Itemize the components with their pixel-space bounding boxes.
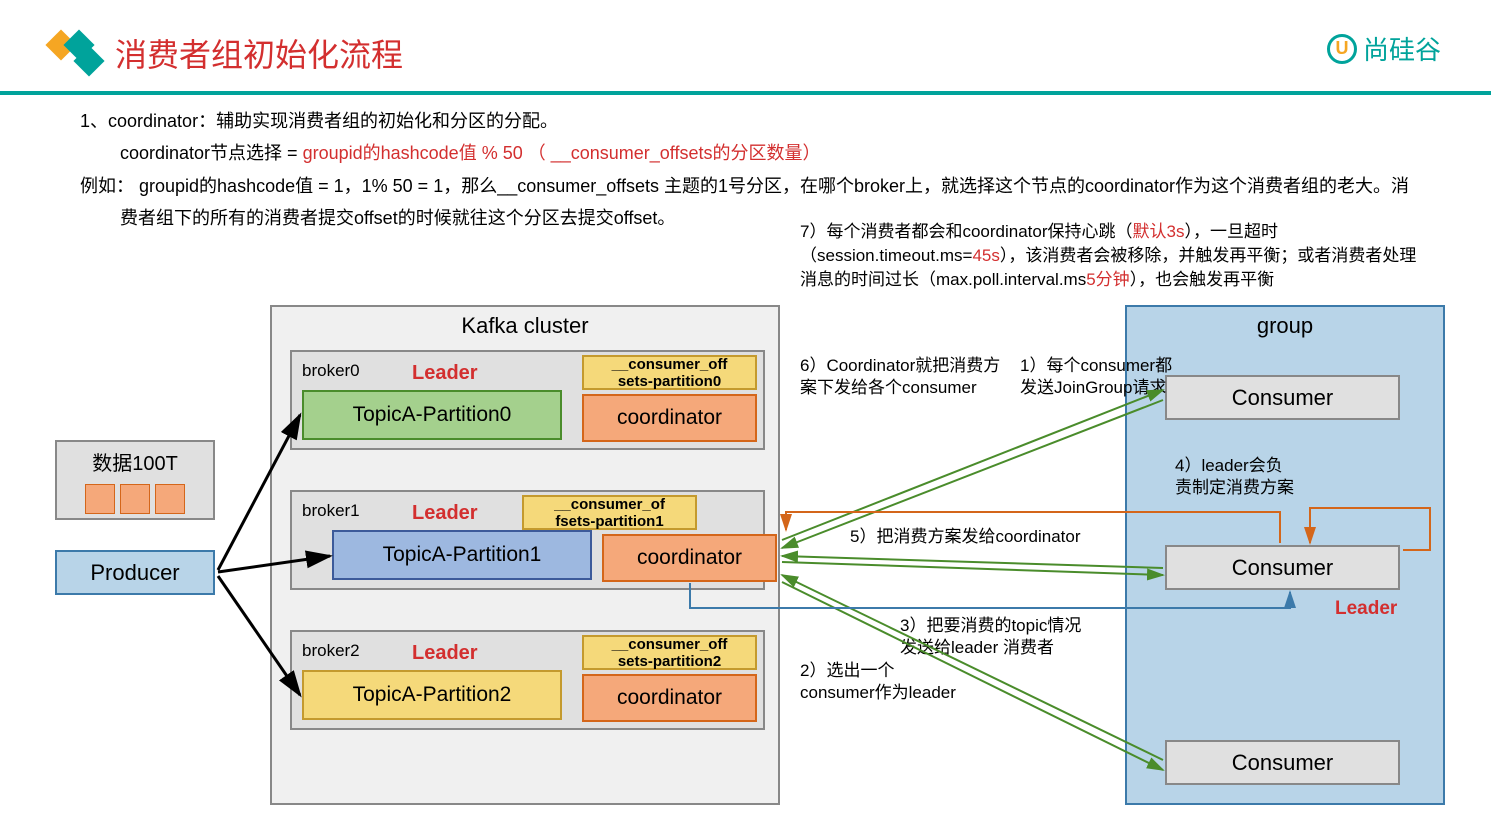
step1: 1）每个consumer都 发送JoinGroup请求: [1020, 355, 1172, 399]
step6: 6）Coordinator就把消费方 案下发给各个consumer: [800, 355, 1000, 399]
page-title: 消费者组初始化流程: [115, 30, 403, 76]
consumer-leader-label: Leader: [1335, 597, 1397, 622]
broker1-leader: Leader: [412, 500, 478, 526]
intro-line2: coordinator节点选择 = groupid的hashcode值 % 50…: [80, 137, 1411, 169]
consumer-3: Consumer: [1165, 740, 1400, 785]
broker1-partition: TopicA-Partition1: [332, 530, 592, 580]
broker0-partition: TopicA-Partition0: [302, 390, 562, 440]
broker0: broker0 Leader TopicA-Partition0 __consu…: [290, 350, 765, 450]
broker2-coordinator: coordinator: [582, 674, 757, 722]
broker1-coordinator: coordinator: [602, 534, 777, 582]
divider-bar: [0, 91, 1491, 95]
header-bar: 消费者组初始化流程 U尚硅谷: [0, 0, 1491, 86]
cluster-title: Kafka cluster: [272, 312, 778, 341]
step4: 4）leader会负 责制定消费方案: [1175, 455, 1294, 499]
intro-line1: 1、coordinator：辅助实现消费者组的初始化和分区的分配。: [80, 105, 1411, 137]
broker1: broker1 Leader TopicA-Partition1 __consu…: [290, 490, 765, 590]
broker0-leader: Leader: [412, 360, 478, 386]
brand-logo: U尚硅谷: [1327, 30, 1441, 67]
broker0-coordinator: coordinator: [582, 394, 757, 442]
broker2-partition: TopicA-Partition2: [302, 670, 562, 720]
group-title: group: [1127, 312, 1443, 341]
broker0-offset: __consumer_off sets-partition0: [582, 355, 757, 390]
step5: 5）把消费方案发给coordinator: [850, 526, 1081, 548]
step2: 2）选出一个 consumer作为leader: [800, 660, 956, 704]
consumer-1: Consumer: [1165, 375, 1400, 420]
logo-left-icon: [50, 34, 100, 72]
brand-text: 尚硅谷: [1363, 30, 1441, 67]
consumer-2: Consumer: [1165, 545, 1400, 590]
broker2-name: broker2: [302, 640, 360, 662]
broker1-name: broker1: [302, 500, 360, 522]
broker2-offset: __consumer_off sets-partition2: [582, 635, 757, 670]
broker2: broker2 Leader TopicA-Partition2 __consu…: [290, 630, 765, 730]
step7: 7）每个消费者都会和coordinator保持心跳（默认3s），一旦超时（ses…: [800, 220, 1420, 291]
intro-block: 1、coordinator：辅助实现消费者组的初始化和分区的分配。 coordi…: [0, 105, 1491, 235]
diagram-canvas: 数据100T Producer Kafka cluster broker0 Le…: [0, 230, 1491, 820]
broker2-leader: Leader: [412, 640, 478, 666]
broker1-offset: __consumer_of fsets-partition1: [522, 495, 697, 530]
data-box: 数据100T: [55, 440, 215, 520]
producer-box: Producer: [55, 550, 215, 595]
step3: 3）把要消费的topic情况 发送给leader 消费者: [900, 615, 1081, 659]
broker0-name: broker0: [302, 360, 360, 382]
